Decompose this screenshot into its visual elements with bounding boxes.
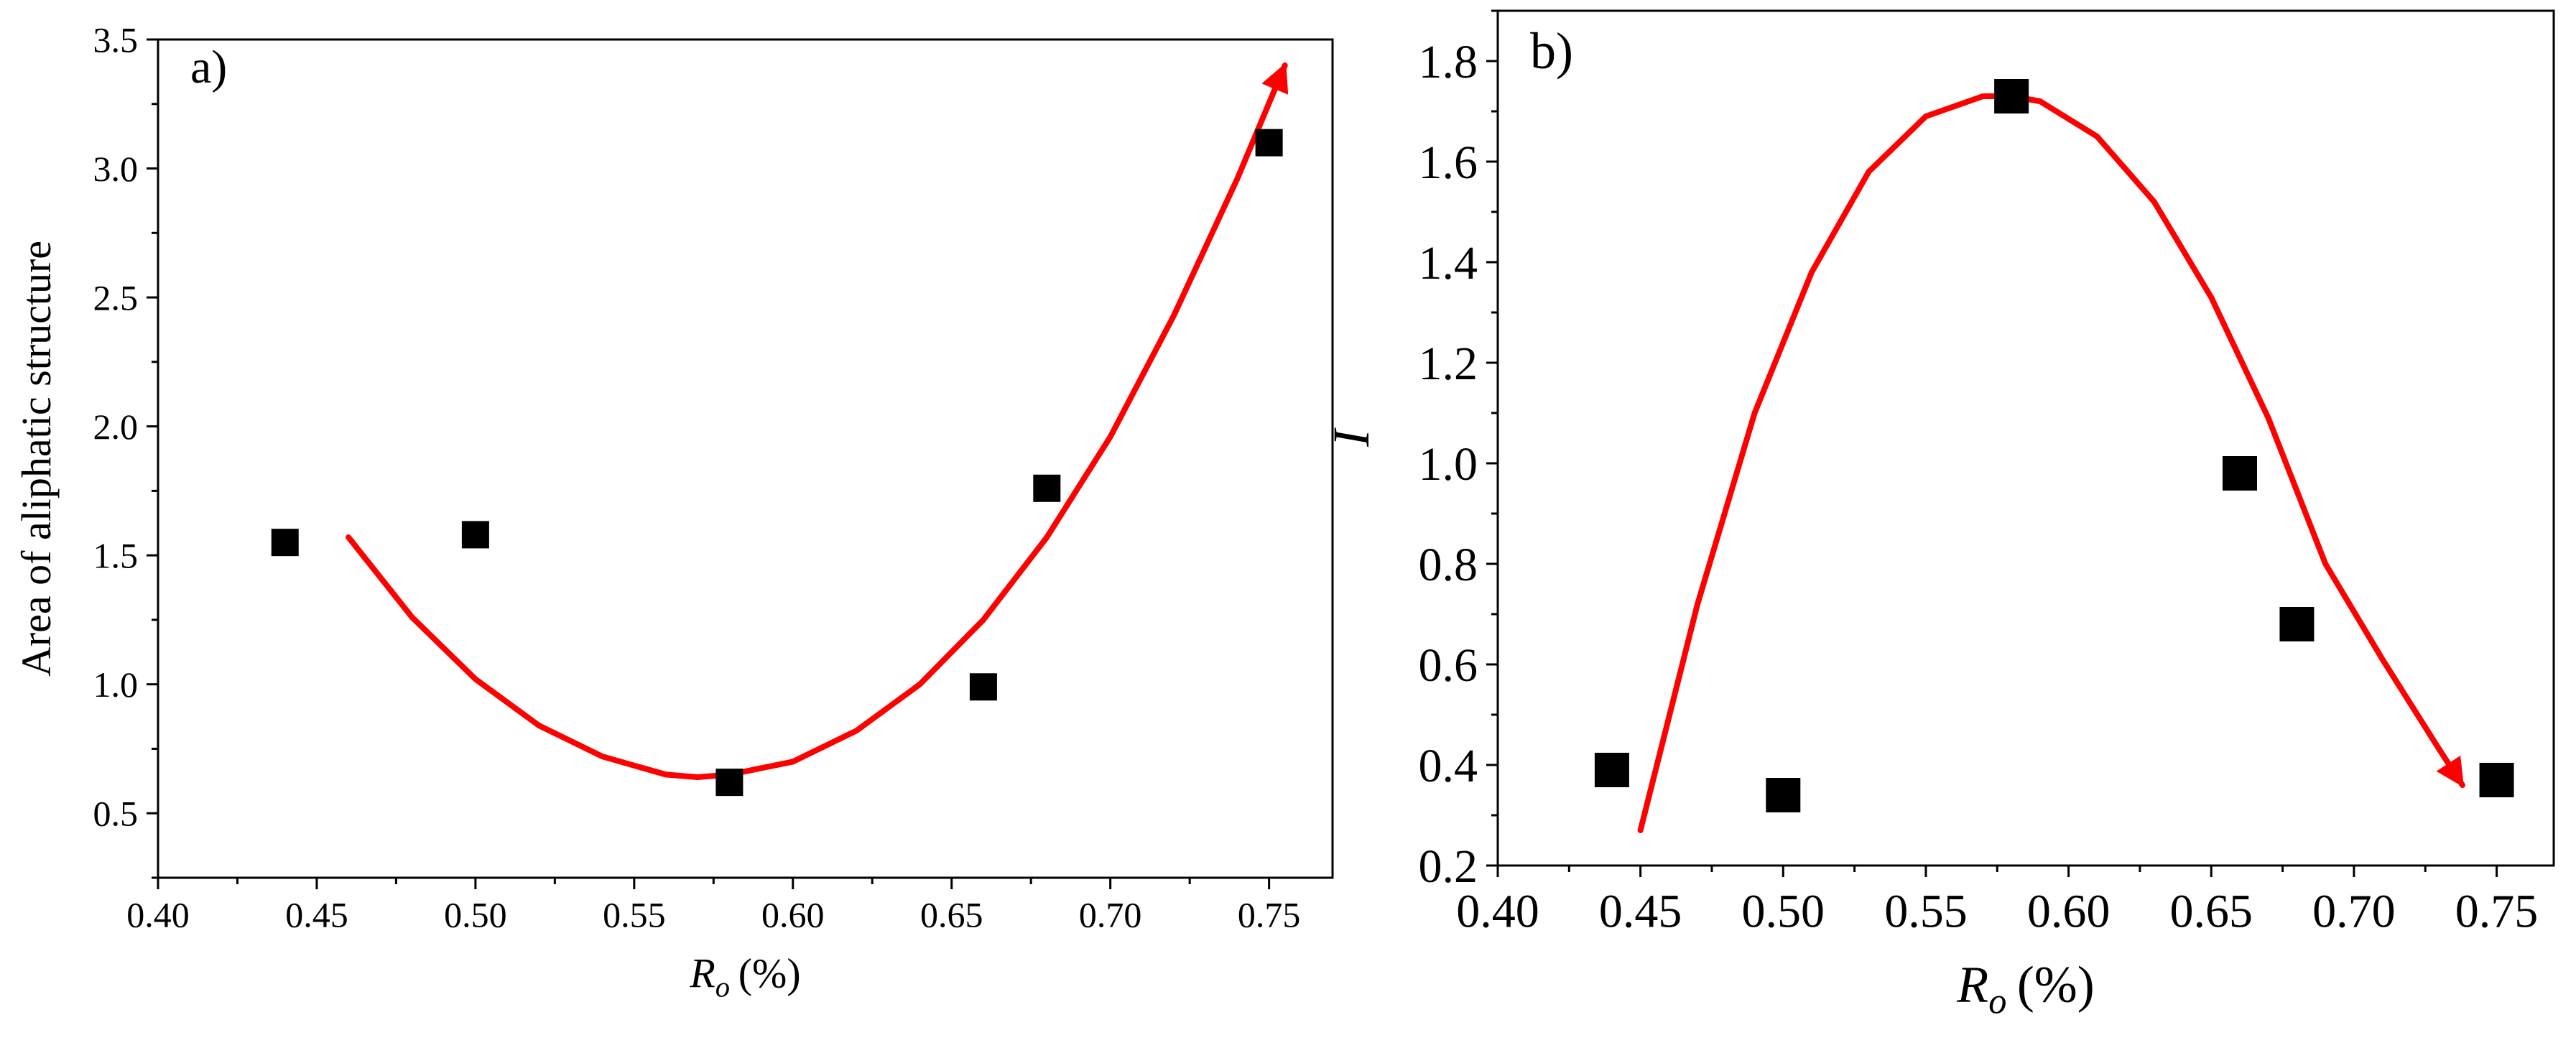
- x-tick-label: 0.40: [126, 895, 190, 935]
- data-point: [969, 673, 997, 701]
- x-tick-label: 0.55: [1884, 885, 1968, 937]
- x-tick-label: 0.50: [444, 895, 507, 935]
- data-point: [1994, 79, 2029, 113]
- data-point: [1255, 129, 1283, 157]
- x-tick-label: 0.65: [920, 895, 983, 935]
- chart-panel-a: 0.40 0.45 0.50 0.55 0.60 0.65 0.70 0.75 0.5 1.0 1.…: [13, 20, 1334, 1003]
- x-tick-label: 0.70: [2312, 885, 2396, 937]
- y-tick-label: 1.2: [1419, 338, 1478, 390]
- y-tick-label: 2.5: [93, 278, 139, 318]
- x-tick-label: 0.45: [285, 895, 348, 935]
- x-tick-label: 0.75: [1238, 895, 1301, 935]
- x-tick-label: 0.65: [2169, 885, 2253, 937]
- plot-frame: [157, 38, 1334, 879]
- x-tick-label: 0.40: [1456, 885, 1539, 937]
- x-tick-label: 0.55: [603, 895, 666, 935]
- x-axis-title-subscript: o: [715, 970, 730, 1003]
- x-axis-title-unit: (%): [2017, 956, 2095, 1013]
- x-axis-title: Ro (%): [1956, 956, 2095, 1021]
- panel-label: a): [190, 41, 227, 93]
- trend-curve: [346, 62, 1289, 780]
- data-point: [2222, 456, 2257, 491]
- x-tick-label: 0.70: [1079, 895, 1142, 935]
- y-tick-label: 0.5: [93, 794, 139, 834]
- data-point: [271, 529, 299, 557]
- y-axis-title: I: [1322, 427, 1380, 447]
- y-tick-label: 1.8: [1419, 36, 1478, 88]
- chart-panel-b: 0.40 0.45 0.50 0.55 0.60 0.65 0.70 0.75 0.2 0.4 0.…: [1322, 9, 2555, 1021]
- data-point: [461, 521, 489, 549]
- x-axis-title-symbol: R: [689, 950, 715, 997]
- data-point: [715, 769, 743, 797]
- y-tick-label: 3.0: [93, 149, 139, 189]
- x-tick-label: 0.60: [761, 895, 825, 935]
- y-tick-label: 0.4: [1419, 740, 1478, 792]
- x-axis-title: Ro (%): [689, 950, 800, 1003]
- y-tick-label: 3.5: [93, 20, 139, 60]
- data-point: [1594, 753, 1629, 787]
- y-tick-label: 0.8: [1419, 539, 1478, 591]
- y-axis-title: Area of aliphatic structure: [13, 241, 60, 677]
- x-tick-label: 0.45: [1599, 885, 1682, 937]
- x-axis-title-unit: (%): [738, 950, 801, 997]
- panel-label: b): [1530, 22, 1573, 80]
- x-tick-label: 0.60: [2027, 885, 2111, 937]
- y-tick-label: 1.4: [1419, 237, 1478, 289]
- y-tick-label: 0.2: [1419, 840, 1478, 893]
- y-tick-label: 1.0: [1419, 438, 1478, 491]
- data-point: [1766, 778, 1801, 812]
- x-tick-label: 0.75: [2455, 885, 2539, 937]
- x-tick-label: 0.50: [1742, 885, 1825, 937]
- y-tick-label: 1.6: [1419, 136, 1478, 189]
- plot-frame: [1496, 9, 2555, 867]
- y-tick-label: 0.6: [1419, 639, 1478, 692]
- x-axis-title-subscript: o: [1988, 981, 2006, 1021]
- x-axis-title-symbol: R: [1956, 956, 1988, 1013]
- y-tick-label: 1.0: [93, 664, 139, 705]
- y-tick-label: 2.0: [93, 407, 139, 447]
- y-tick-label: 1.5: [93, 536, 139, 576]
- data-point: [2479, 763, 2514, 797]
- data-point: [1033, 474, 1061, 502]
- data-point: [2279, 607, 2315, 641]
- trend-curve: [1637, 93, 2465, 833]
